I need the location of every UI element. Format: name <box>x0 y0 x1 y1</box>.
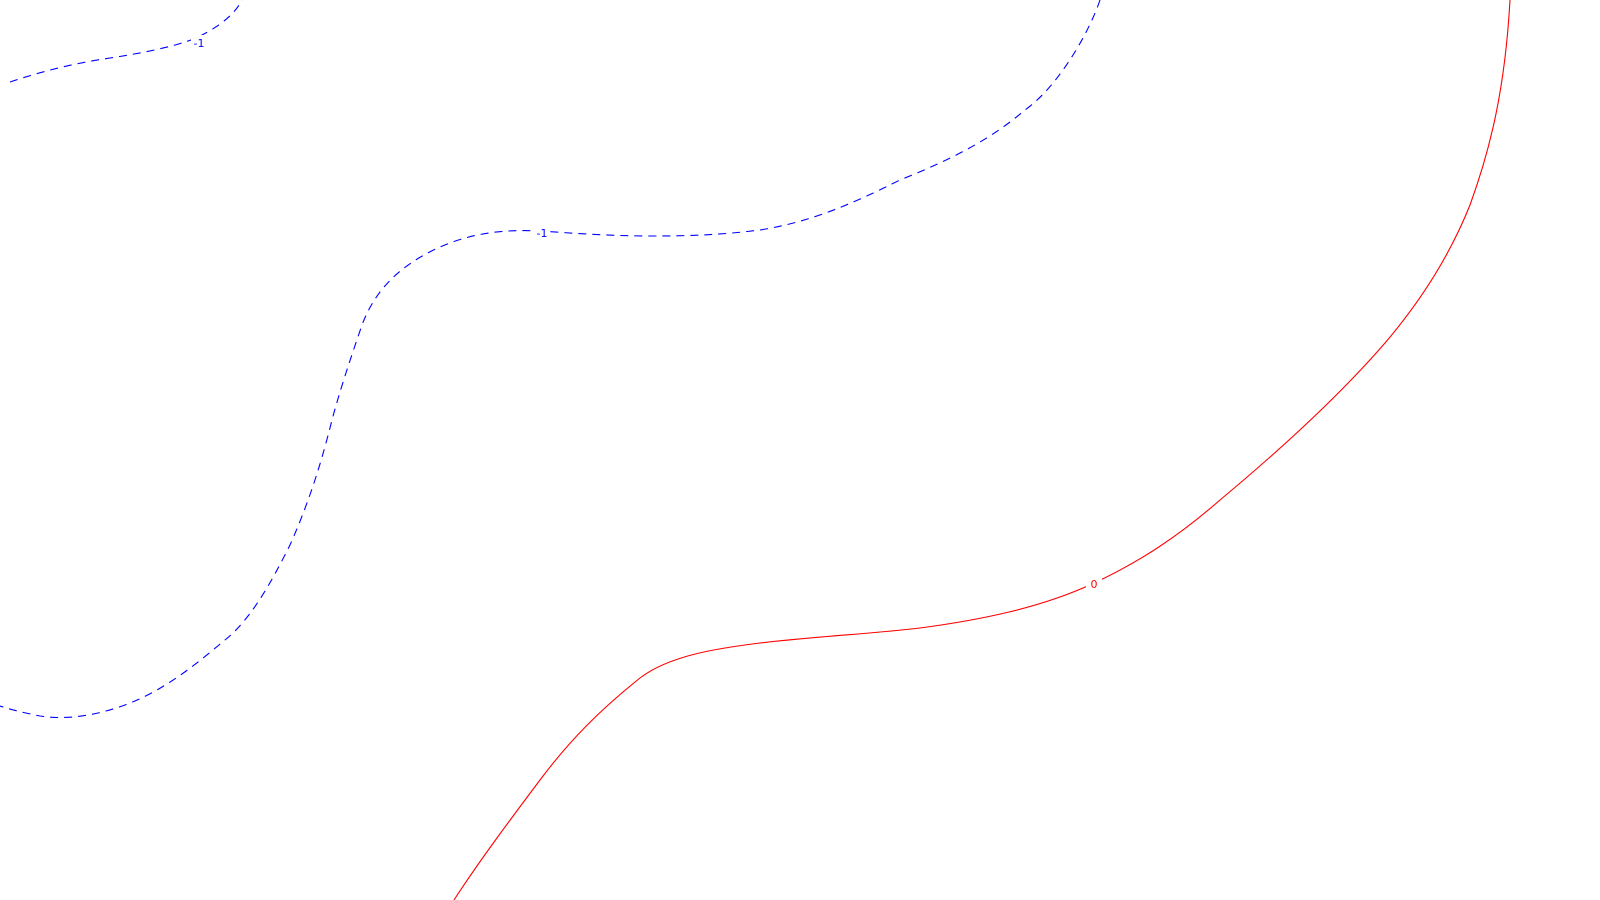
contour-label-level-0: 0 <box>1091 578 1098 591</box>
contour-line-level-minus-1-segment-1 <box>9 0 243 83</box>
contour-label-mask <box>534 225 550 239</box>
contour-label-mask <box>191 35 207 49</box>
contour-label-mask <box>1086 576 1102 590</box>
contour-labels-group: -1 -1 0 <box>191 35 1102 591</box>
contour-label-level-minus-1: -1 <box>537 227 548 240</box>
contour-lines-group <box>0 0 1511 900</box>
contour-line-level-0-segment-1 <box>453 0 1511 900</box>
contour-line-level-minus-1-segment-2 <box>0 0 1101 719</box>
contour-label-level-minus-1: -1 <box>194 37 205 50</box>
